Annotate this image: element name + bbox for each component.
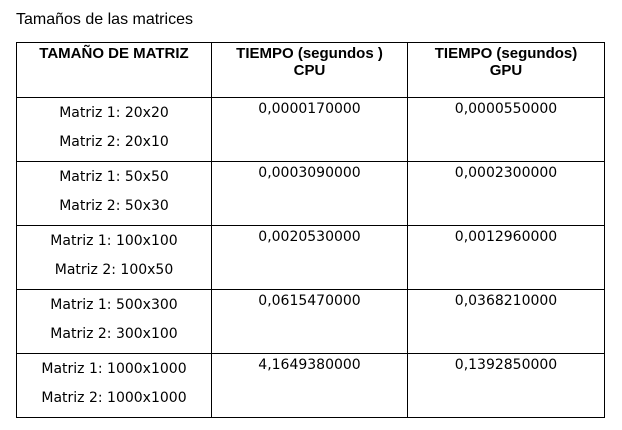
gpu-time-value: 0,0002300000 <box>454 165 558 181</box>
gpu-time-cell: 0,0368210000 <box>407 289 605 354</box>
cpu-time-cell: 0,0615470000 <box>211 289 408 354</box>
cpu-time-cell: 4,1649380000 <box>211 353 408 418</box>
matrix-1-size: Matriz 1: 500x300 <box>50 297 178 313</box>
cpu-time-cell: 0,0000170000 <box>211 97 408 162</box>
matrix-2-size: Matriz 2: 20x10 <box>59 134 169 150</box>
gpu-time-cell: 0,0012960000 <box>407 225 605 290</box>
cpu-time-value: 4,1649380000 <box>258 357 361 373</box>
gpu-time-value: 0,0012960000 <box>454 229 558 245</box>
table-row: Matriz 1: 100x100 Matriz 2: 100x50 0,002… <box>16 225 605 290</box>
matrix-size-cell: Matriz 1: 20x20 Matriz 2: 20x10 <box>16 97 212 162</box>
matrix-2-size: Matriz 2: 50x30 <box>59 198 169 214</box>
cpu-time-value: 0,0020530000 <box>258 229 361 245</box>
matrix-size-cell: Matriz 1: 1000x1000 Matriz 2: 1000x1000 <box>16 353 212 418</box>
header-gpu-label: GPU <box>489 62 523 79</box>
table-row: Matriz 1: 20x20 Matriz 2: 20x10 0,000017… <box>16 97 605 162</box>
header-matrix-size: TAMAÑO DE MATRIZ <box>16 42 212 98</box>
cpu-time-value: 0,0615470000 <box>258 293 361 309</box>
gpu-time-value: 0,0000550000 <box>454 101 558 117</box>
table-row: Matriz 1: 50x50 Matriz 2: 50x30 0,000309… <box>16 161 605 226</box>
header-gpu-time: TIEMPO (segundos) GPU <box>407 42 605 98</box>
gpu-time-cell: 0,0002300000 <box>407 161 605 226</box>
matrix-1-size: Matriz 1: 50x50 <box>59 169 169 185</box>
matrix-size-cell: Matriz 1: 100x100 Matriz 2: 100x50 <box>16 225 212 290</box>
matrix-1-size: Matriz 1: 20x20 <box>59 105 169 121</box>
table-caption: Tamaños de las matrices <box>16 11 193 28</box>
matrix-size-cell: Matriz 1: 50x50 Matriz 2: 50x30 <box>16 161 212 226</box>
matrix-1-size: Matriz 1: 100x100 <box>50 233 178 249</box>
table-row: Matriz 1: 1000x1000 Matriz 2: 1000x1000 … <box>16 353 605 418</box>
matrix-2-size: Matriz 2: 300x100 <box>50 326 178 342</box>
gpu-time-value: 0,0368210000 <box>454 293 558 309</box>
cpu-time-value: 0,0003090000 <box>258 165 361 181</box>
matrix-1-size: Matriz 1: 1000x1000 <box>41 361 187 377</box>
table-row: Matriz 1: 500x300 Matriz 2: 300x100 0,06… <box>16 289 605 354</box>
gpu-time-cell: 0,0000550000 <box>407 97 605 162</box>
header-cpu-label: CPU <box>293 62 326 79</box>
matrix-2-size: Matriz 2: 100x50 <box>54 262 174 278</box>
cpu-time-cell: 0,0020530000 <box>211 225 408 290</box>
matrix-size-cell: Matriz 1: 500x300 Matriz 2: 300x100 <box>16 289 212 354</box>
header-cpu-time-label: TIEMPO (segundos ) <box>236 45 383 62</box>
matrix-2-size: Matriz 2: 1000x1000 <box>41 390 187 406</box>
cpu-time-cell: 0,0003090000 <box>211 161 408 226</box>
header-row: TAMAÑO DE MATRIZ TIEMPO (segundos ) CPU … <box>16 42 605 98</box>
header-matrix-size-label: TAMAÑO DE MATRIZ <box>39 45 189 62</box>
gpu-time-value: 0,1392850000 <box>454 357 558 373</box>
cpu-time-value: 0,0000170000 <box>258 101 361 117</box>
header-gpu-time-label: TIEMPO (segundos) <box>434 45 578 62</box>
timing-table: TAMAÑO DE MATRIZ TIEMPO (segundos ) CPU … <box>16 42 605 418</box>
gpu-time-cell: 0,1392850000 <box>407 353 605 418</box>
header-cpu-time: TIEMPO (segundos ) CPU <box>211 42 408 98</box>
